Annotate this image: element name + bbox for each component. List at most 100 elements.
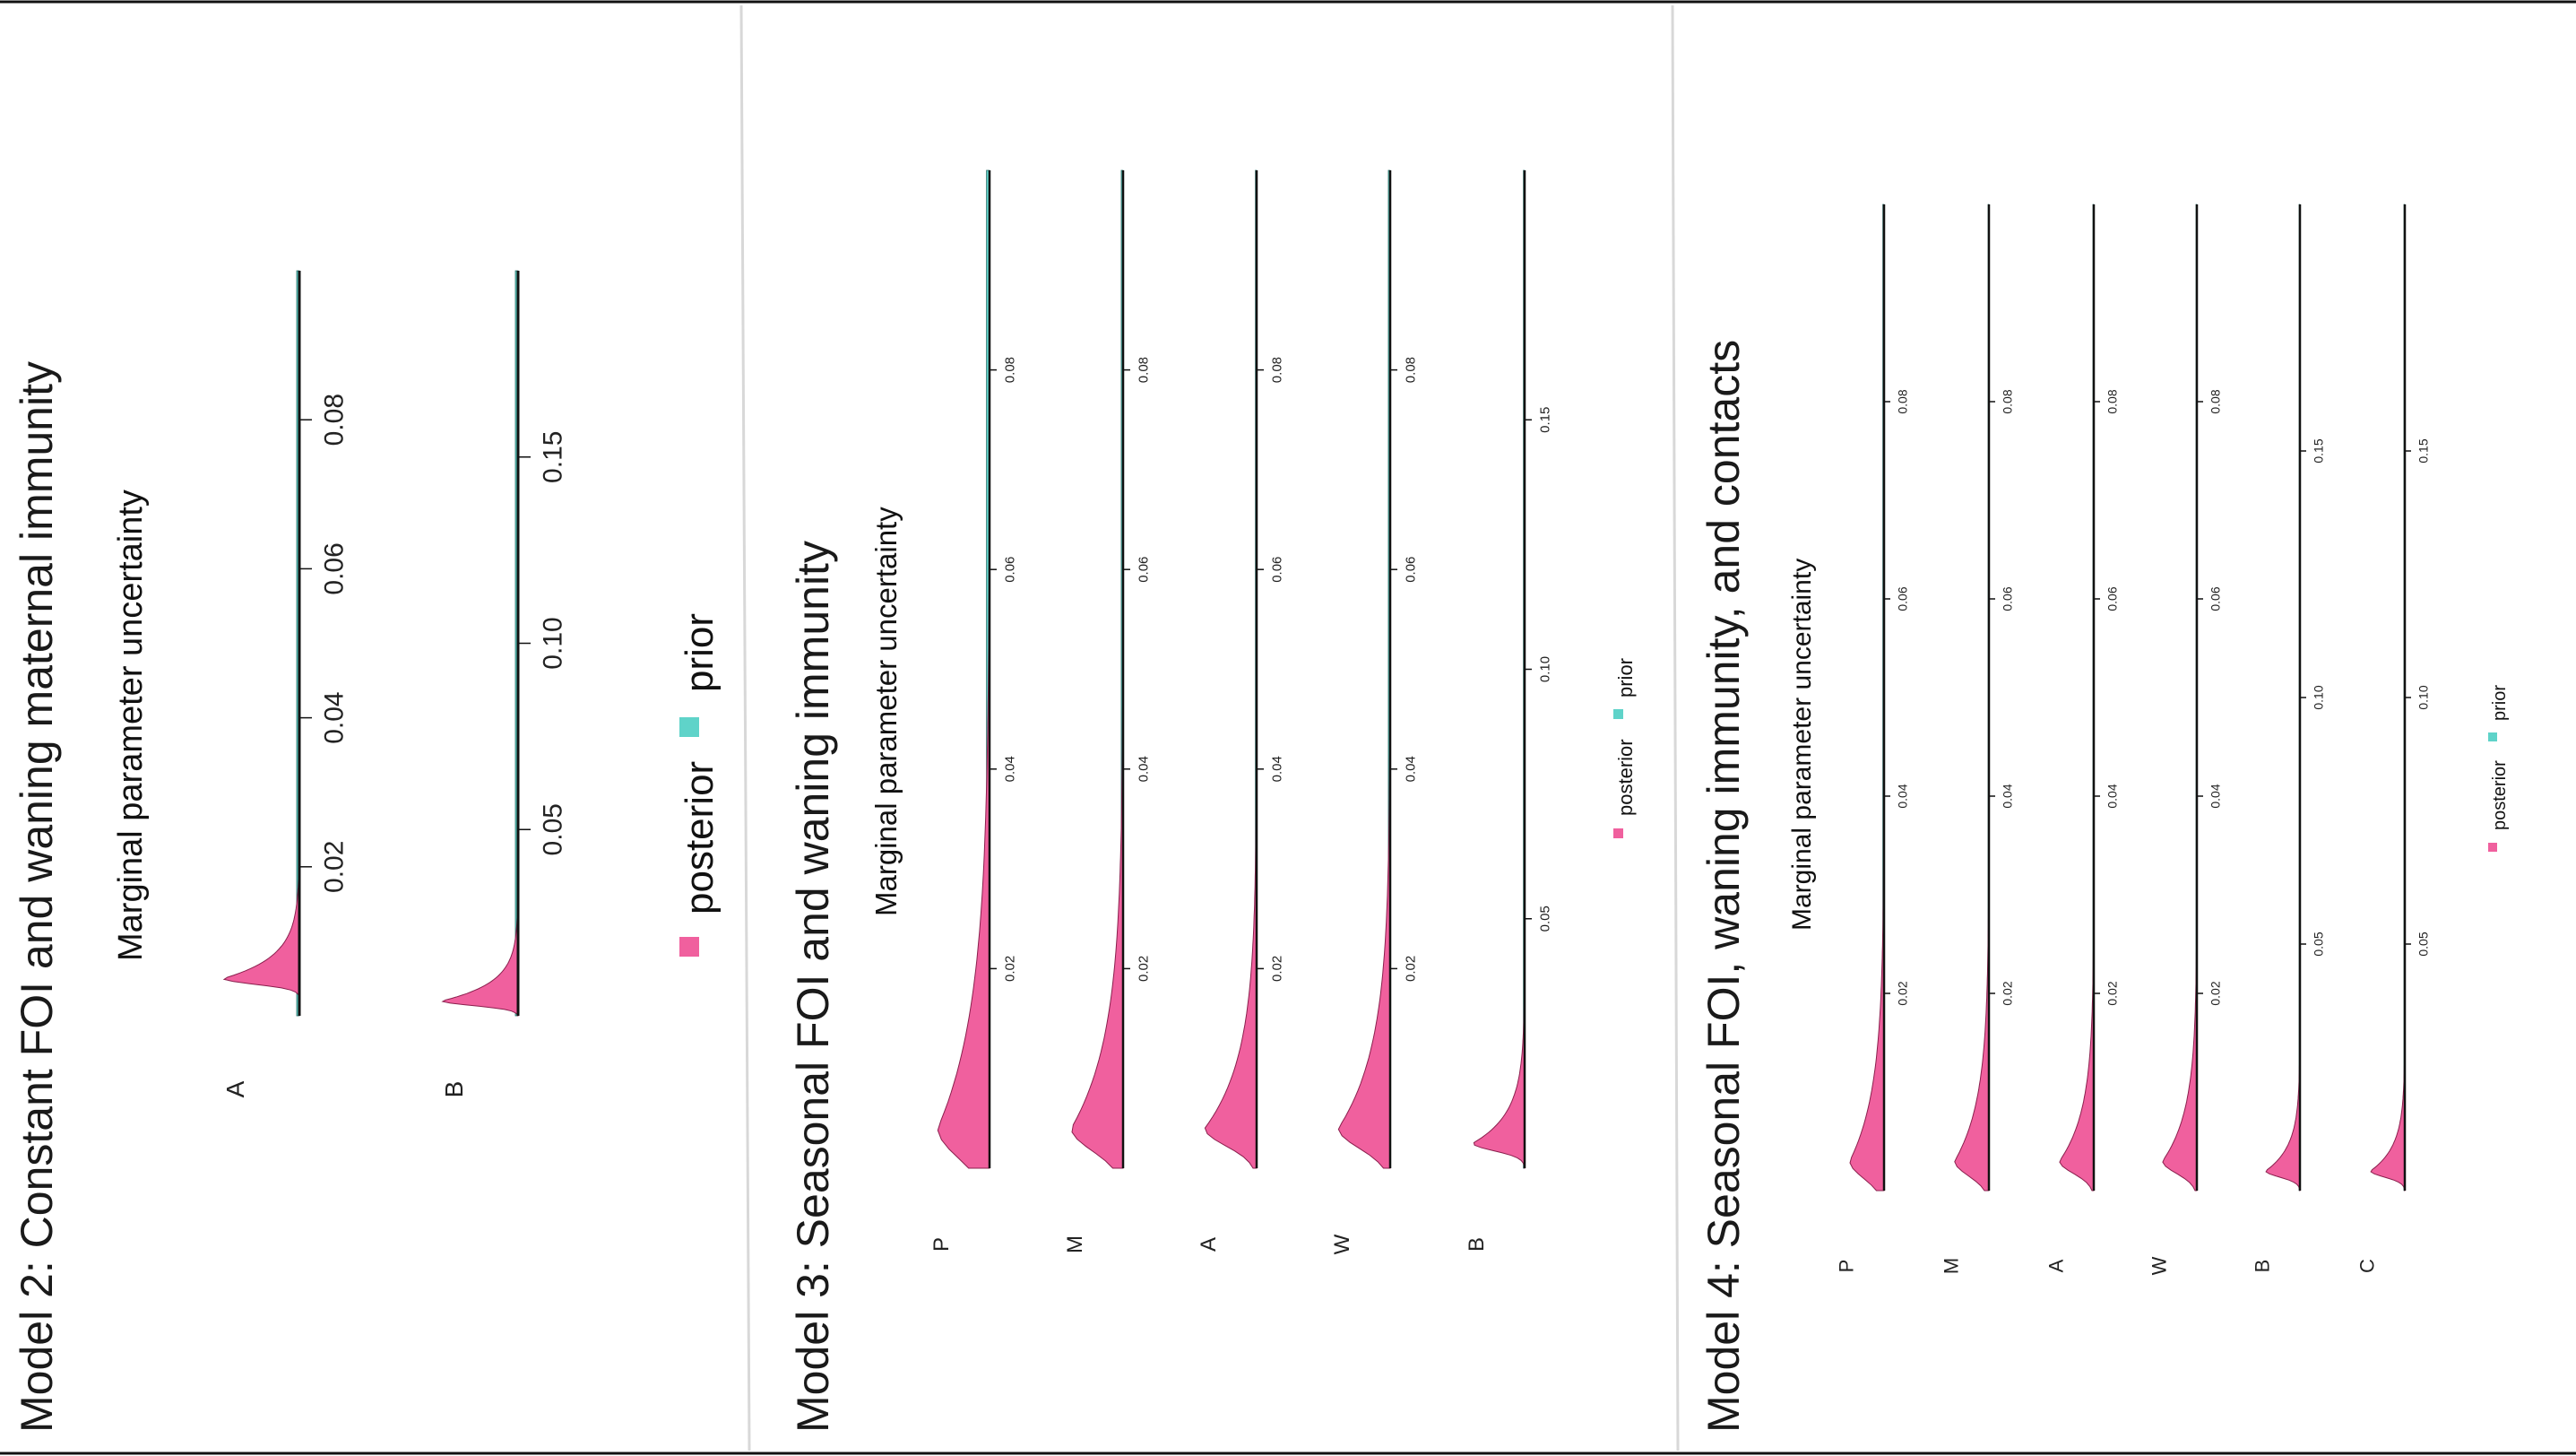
tick-label: 0.04 (1403, 756, 1418, 782)
legend-posterior-swatch (679, 937, 699, 957)
parameter-plot-w: 0.02 0.04 0.06 0.08 W (1330, 169, 1418, 1254)
panel-divider-1 (739, 4, 751, 1452)
legend-prior-swatch (1613, 709, 1623, 719)
posterior-density (441, 888, 519, 1017)
parameter-label: M (1941, 1258, 1963, 1274)
panel-subtitle: Marginal parameter uncertainty (869, 507, 903, 916)
tick-label: 0.04 (2105, 784, 2120, 808)
parameter-label: P (1836, 1260, 1858, 1273)
tick-label: 0.06 (1896, 586, 1910, 611)
tick-label: 0.04 (1896, 784, 1910, 808)
tick-label: 0.06 (2001, 586, 2015, 611)
panel-divider-2 (1671, 4, 1680, 1452)
tick-label: 0.06 (320, 542, 350, 594)
parameter-label: A (2045, 1259, 2068, 1272)
posterior-density (2370, 1022, 2406, 1192)
tick-label: 0.06 (2105, 586, 2120, 611)
parameter-label: A (1197, 1237, 1221, 1252)
tick-label: 0.05 (2416, 932, 2431, 956)
parameter-plot-p: 0.02 0.04 0.06 0.08 P (929, 169, 1017, 1252)
tick-label: 0.06 (1136, 557, 1151, 583)
tick-label: 0.02 (2209, 981, 2223, 1005)
tick-label: 0.02 (2105, 981, 2120, 1005)
tick-label: 0.08 (2105, 389, 2120, 413)
posterior-density (2162, 864, 2198, 1192)
parameter-plots: 0.02 0.04 0.06 0.08 A 0.05 0.10 0.15 B (221, 270, 568, 1098)
legend: posterior prior (678, 613, 722, 957)
parameter-label: B (1465, 1237, 1489, 1252)
panel-model-4: Model 4: Seasonal FOI, waning immunity, … (1699, 204, 2510, 1433)
tick-label: 0.08 (1002, 357, 1017, 383)
posterior-density (2059, 864, 2095, 1192)
tick-label: 0.10 (1537, 656, 1552, 682)
parameter-plot-c: 0.05 0.10 0.15 C (2356, 204, 2431, 1273)
parameter-label: W (1330, 1234, 1354, 1254)
tick-label: 0.08 (1136, 357, 1151, 383)
parameter-plot-a: 0.02 0.04 0.06 0.08 A (221, 270, 350, 1097)
tick-label: 0.08 (320, 394, 350, 446)
tick-label: 0.08 (1403, 357, 1418, 383)
parameter-plot-b: 0.05 0.10 0.15 B (2252, 204, 2326, 1272)
posterior-density (1204, 708, 1258, 1169)
tick-label: 0.02 (1136, 956, 1151, 982)
parameter-label: W (2148, 1256, 2171, 1275)
tick-label: 0.02 (2001, 981, 2015, 1005)
parameter-plot-m: 0.02 0.04 0.06 0.08 M (1941, 204, 2015, 1274)
tick-label: 0.04 (1269, 756, 1284, 782)
legend-prior-swatch (2488, 732, 2497, 741)
legend-posterior-label: posterior (2490, 760, 2510, 830)
tick-label: 0.15 (2416, 438, 2431, 463)
tick-label: 0.15 (2312, 438, 2326, 463)
panel-title: Model 2: Constant FOI and waning materna… (12, 361, 62, 1433)
parameter-plot-b: 0.05 0.10 0.15 B (1465, 169, 1552, 1252)
parameter-label: B (2252, 1260, 2274, 1273)
parameter-plot-a: 0.02 0.04 0.06 0.08 A (2045, 204, 2120, 1272)
parameter-plot-w: 0.02 0.04 0.06 0.08 W (2148, 204, 2223, 1275)
legend-prior-label: prior (2490, 685, 2510, 721)
posterior-density (2265, 1022, 2301, 1192)
panel-subtitle: Marginal parameter uncertainty (112, 490, 150, 961)
parameter-label: M (1063, 1235, 1087, 1253)
panel-model-3: Model 3: Seasonal FOI and waning immunit… (788, 169, 1637, 1433)
tick-label: 0.08 (1896, 389, 1910, 413)
parameter-label: B (440, 1081, 468, 1098)
parameter-label: A (221, 1080, 249, 1097)
tick-label: 0.06 (1403, 557, 1418, 583)
tick-label: 0.15 (1537, 407, 1552, 433)
parameter-label: C (2356, 1259, 2379, 1273)
legend-posterior-swatch (1613, 828, 1623, 838)
tick-label: 0.05 (1537, 906, 1552, 932)
tick-label: 0.04 (1002, 756, 1017, 782)
tick-label: 0.02 (1002, 956, 1017, 982)
posterior-density (1473, 963, 1526, 1169)
tick-label: 0.02 (1896, 981, 1910, 1005)
tick-label: 0.15 (539, 431, 568, 483)
tick-label: 0.08 (2001, 389, 2015, 413)
legend-prior-label: prior (678, 613, 722, 692)
parameter-label: P (929, 1237, 954, 1252)
tick-label: 0.04 (320, 691, 350, 743)
legend-posterior-label: posterior (1614, 739, 1637, 816)
tick-label: 0.04 (1136, 756, 1151, 782)
parameter-plot-m: 0.02 0.04 0.06 0.08 M (1063, 169, 1151, 1253)
legend-prior-label: prior (1614, 658, 1637, 698)
legend: posterior prior (1613, 658, 1637, 838)
tick-label: 0.06 (1269, 557, 1284, 583)
tick-label: 0.08 (1269, 357, 1284, 383)
posterior-density (1071, 588, 1124, 1169)
parameter-plot-a: 0.02 0.04 0.06 0.08 A (1197, 169, 1284, 1252)
legend: posterior prior (2488, 685, 2510, 852)
tick-label: 0.02 (320, 841, 350, 893)
tick-label: 0.06 (1002, 557, 1017, 583)
panel-title: Model 4: Seasonal FOI, waning immunity, … (1699, 340, 1749, 1433)
panel-model-2: Model 2: Constant FOI and waning materna… (12, 270, 722, 1433)
tick-label: 0.08 (2209, 389, 2223, 413)
posterior-density (1954, 805, 1990, 1192)
tick-label: 0.02 (1403, 956, 1418, 982)
parameter-plot-p: 0.02 0.04 0.06 0.08 P (1836, 204, 1910, 1272)
tick-label: 0.06 (2209, 586, 2223, 611)
panel-title: Model 3: Seasonal FOI and waning immunit… (788, 541, 838, 1433)
legend-posterior-label: posterior (678, 761, 722, 914)
tick-label: 0.05 (539, 803, 568, 855)
tick-label: 0.05 (2312, 932, 2326, 956)
